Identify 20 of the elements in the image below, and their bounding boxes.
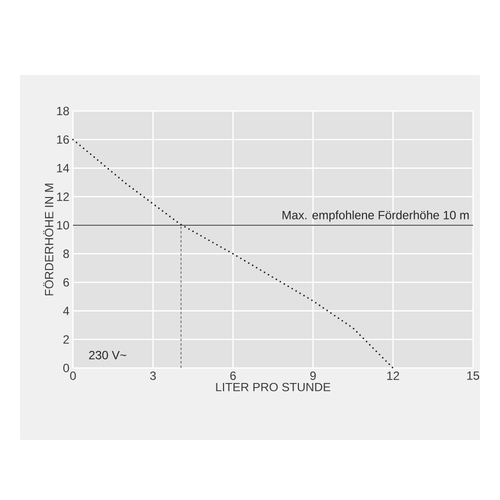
y-tick-label: 12 xyxy=(57,192,69,201)
y-tick-label: 6 xyxy=(63,278,69,287)
x-axis-title: LITER PRO STUNDE xyxy=(216,382,330,392)
y-tick-label: 0 xyxy=(63,364,70,372)
y-axis-title: FÖRDERHÖHE IN M xyxy=(43,184,54,296)
x-tick-label: 6 xyxy=(230,372,236,380)
x-tick-label: 9 xyxy=(310,372,316,380)
annotation: 230 V~ xyxy=(89,350,126,360)
y-tick-label: 16 xyxy=(57,135,69,144)
ref-line-label: Max. empfohlene Förderhöhe 10 m xyxy=(282,210,469,222)
x-tick-label: 3 xyxy=(150,372,156,380)
x-tick-label: 0 xyxy=(70,372,76,380)
y-tick-label: 14 xyxy=(57,164,70,172)
y-tick-label: 4 xyxy=(63,306,70,315)
y-tick-label: 10 xyxy=(57,220,70,230)
x-tick-label: 12 xyxy=(387,372,400,380)
x-tick-label: 15 xyxy=(467,372,480,380)
y-tick-label: 8 xyxy=(63,250,69,258)
y-tick-label: 18 xyxy=(57,106,69,116)
y-tick-label: 2 xyxy=(63,335,69,344)
